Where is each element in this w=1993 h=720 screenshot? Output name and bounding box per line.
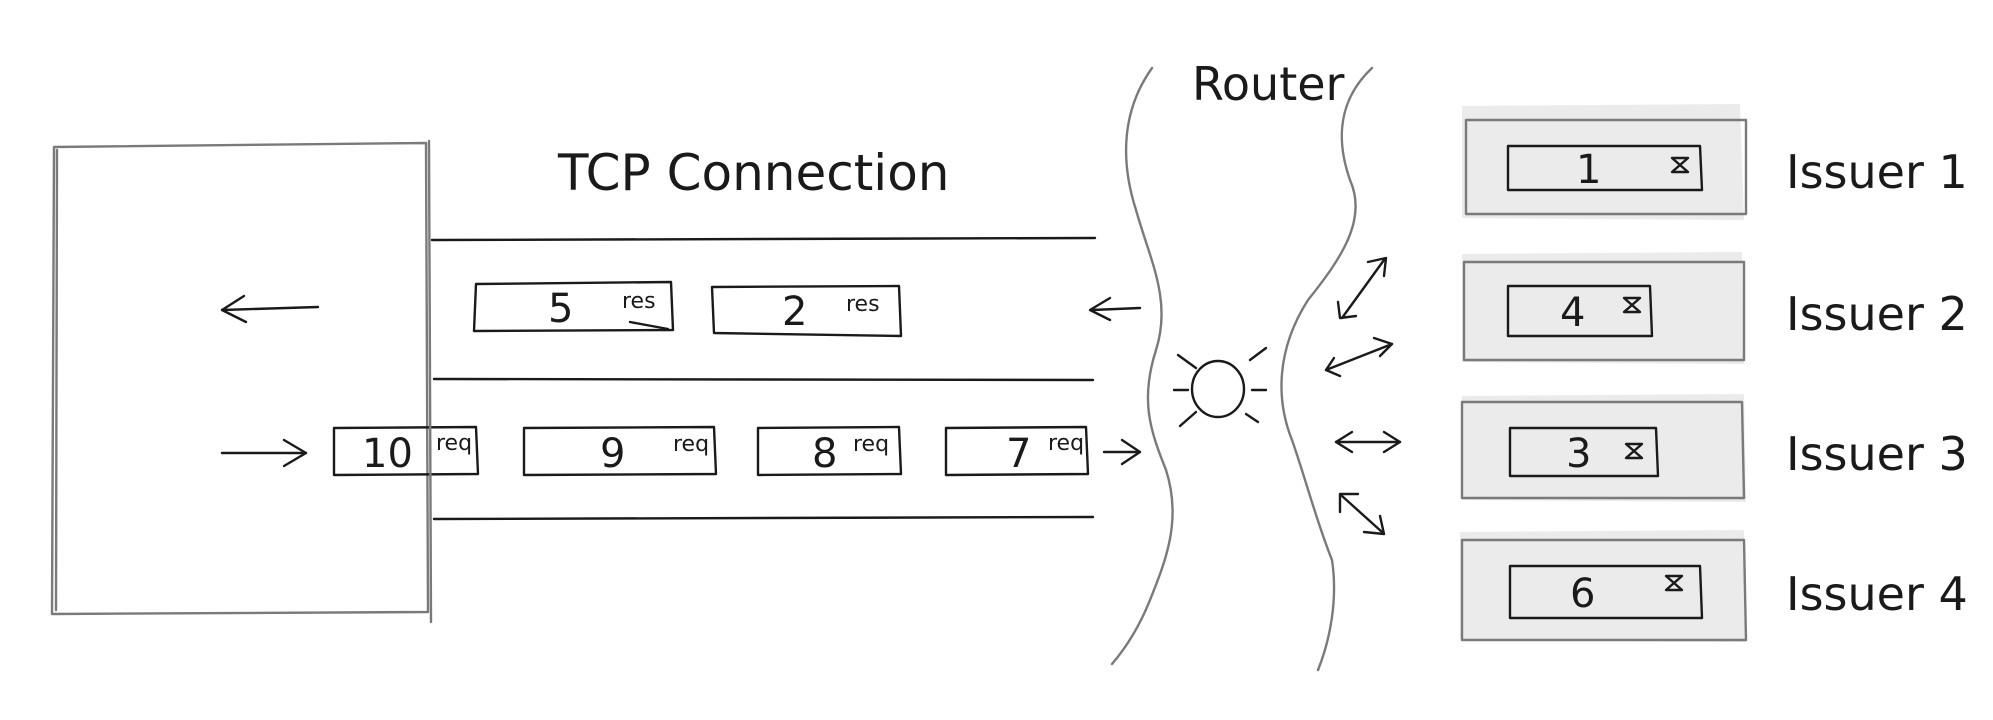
- client-incoming-arrow-icon: [220, 294, 320, 324]
- tcp-connection-title: TCP Connection: [557, 144, 949, 202]
- request-packet: 7 req: [944, 425, 1090, 477]
- router-label: Router: [1192, 57, 1345, 111]
- request-packet: 9 req: [522, 425, 718, 477]
- client-box: [50, 141, 430, 616]
- packet-number: 8: [812, 431, 837, 477]
- packet-number: 2: [782, 289, 807, 335]
- packet-tag: req: [673, 432, 709, 457]
- router-boundary: [1110, 66, 1374, 672]
- response-packet: 2 res: [710, 284, 903, 338]
- packet-tag: req: [436, 431, 472, 456]
- bidirectional-arrow-icon: [1338, 492, 1386, 536]
- packet-tag: res: [846, 292, 880, 317]
- packet-number: 7: [1006, 431, 1031, 477]
- client-outgoing-arrow-icon: [220, 438, 308, 468]
- bidirectional-arrow-icon: [1334, 430, 1402, 454]
- tcp-lanes: [430, 236, 1097, 521]
- packet-tag: req: [853, 432, 889, 457]
- job-number: 6: [1570, 571, 1595, 617]
- issuer-box: 4: [1462, 252, 1746, 364]
- request-packet: 8 req: [756, 425, 903, 477]
- job-number: 3: [1566, 431, 1591, 477]
- request-packet: 10 req: [332, 425, 480, 477]
- bidirectional-arrow-icon: [1324, 336, 1394, 378]
- issuer-label: Issuer 2: [1786, 287, 1968, 341]
- packet-number: 9: [600, 431, 625, 477]
- packet-tag: res: [622, 289, 656, 314]
- issuer-label: Issuer 4: [1786, 567, 1968, 621]
- issuer-box: 3: [1460, 394, 1746, 502]
- packet-tag: req: [1048, 431, 1084, 456]
- issuer-box: 1: [1462, 104, 1748, 220]
- packet-number: 5: [548, 286, 573, 332]
- response-packet: 5 res: [472, 280, 675, 333]
- issuer-box: 6: [1460, 530, 1748, 642]
- router-glow-icon: [1172, 346, 1268, 428]
- job-number: 1: [1576, 147, 1601, 193]
- bidirectional-arrow-icon: [1336, 256, 1388, 320]
- hourglass-icon: [1670, 156, 1690, 174]
- issuer-label: Issuer 3: [1786, 427, 1968, 481]
- response-arrow-icon: [1088, 296, 1142, 322]
- packet-number: 10: [362, 431, 413, 477]
- issuer-label: Issuer 1: [1786, 145, 1968, 199]
- job-number: 4: [1560, 290, 1585, 336]
- hourglass-icon: [1624, 442, 1644, 460]
- hourglass-icon: [1664, 574, 1684, 592]
- request-arrow-icon: [1102, 438, 1142, 466]
- hourglass-icon: [1622, 296, 1642, 314]
